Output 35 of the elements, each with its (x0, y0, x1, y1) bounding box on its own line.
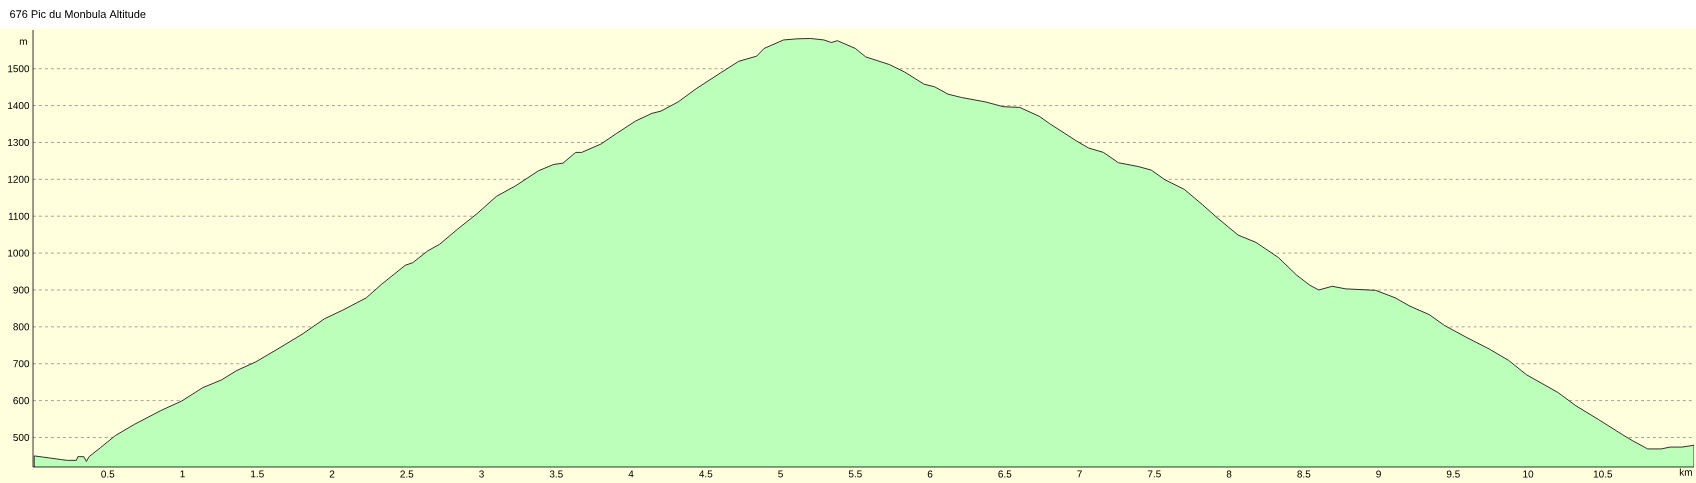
y-tick-label: 1100 (8, 212, 30, 220)
x-tick-label: 6.5 (998, 470, 1012, 478)
chart-title: 676 Pic du Monbula Altitude (10, 9, 146, 19)
y-axis-title: m (19, 39, 27, 45)
x-tick-label: 8.5 (1297, 470, 1311, 478)
x-tick-label: 8 (1226, 470, 1232, 478)
x-tick-label: 1.5 (251, 470, 264, 478)
y-tick-label: 1200 (8, 175, 30, 183)
x-tick-label: 3.5 (549, 470, 563, 478)
y-tick-label: 600 (13, 397, 30, 405)
x-tick-label: 9.5 (1446, 470, 1460, 478)
x-tick-label: 5.5 (848, 470, 862, 478)
x-tick-label: 7.5 (1147, 470, 1161, 478)
x-tick-label: 4 (628, 470, 634, 478)
y-tick-label: 1000 (8, 249, 30, 257)
y-tick-label: 900 (13, 286, 30, 294)
x-tick-label: 10 (1523, 470, 1534, 478)
x-tick-label: 2.5 (400, 470, 414, 478)
x-tick-label: 3 (479, 470, 484, 478)
x-tick-label: 4.5 (699, 470, 713, 478)
x-tick-label: 0.5 (101, 470, 115, 478)
y-tick-label: 500 (13, 433, 30, 442)
y-tick-label: 1500 (8, 65, 30, 73)
x-tick-label: 2 (329, 470, 335, 478)
y-tick-label: 1300 (8, 138, 30, 146)
y-tick-label: 800 (13, 323, 30, 331)
x-tick-label: 5 (778, 470, 783, 478)
x-tick-label: 7 (1077, 470, 1082, 478)
y-tick-label: 1400 (8, 102, 30, 110)
x-tick-label: 6 (927, 470, 933, 478)
x-tick-label: 1 (180, 470, 185, 478)
x-axis-title: km (1679, 468, 1692, 476)
x-tick-label: 9 (1376, 470, 1381, 478)
x-tick-label: 10.5 (1593, 470, 1613, 478)
y-tick-label: 700 (13, 360, 30, 368)
